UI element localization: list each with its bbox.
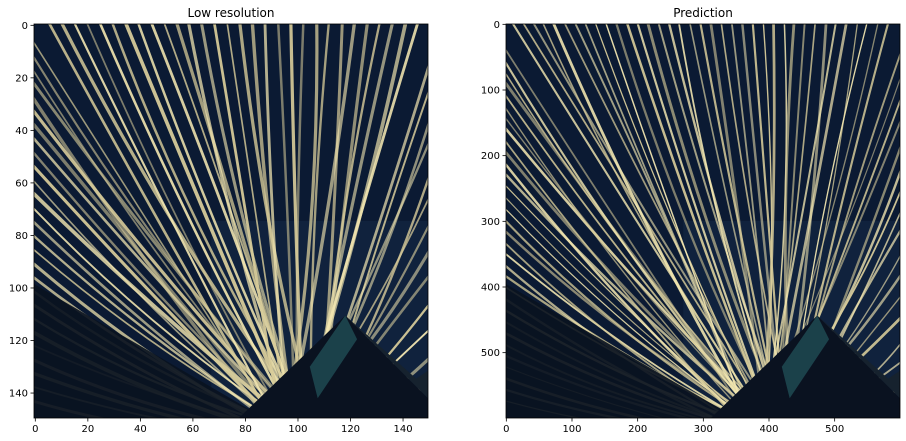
x-tick-label: 100 [562,424,581,435]
cable-strand [552,24,753,418]
cable-strand [506,107,750,418]
y-tick-label: 100 [9,283,28,294]
x-tick-label: 300 [694,424,713,435]
foreground-beam [506,284,723,418]
tower-edge [817,315,900,399]
panel-title: Prediction [673,6,733,20]
y-tick-label: 100 [481,85,500,96]
cable-strand [506,140,737,418]
tower-edge [345,315,428,399]
y-tick-label: 140 [9,389,28,400]
tower-highlight [781,315,830,399]
foreground-beam [34,284,251,418]
y-tick-label: 300 [481,217,500,228]
cable-strand [34,96,270,418]
axes-frame [33,23,429,419]
cable-strand [605,24,749,418]
panel-low-resolution: Low resolution 0 20 40 60 80 100 120 140 0 20 40 60… [9,6,429,435]
x-tick-label: 80 [239,424,252,435]
cable-strand [506,162,742,418]
x-tick-label: 40 [134,424,147,435]
y-tick-label: 40 [15,126,28,137]
y-tick-label: 0 [22,21,28,32]
x-tick-label: 100 [288,424,307,435]
y-tick-label: 120 [9,336,28,347]
panel-title: Low resolution [187,6,274,20]
x-tick-label: 20 [81,424,94,435]
y-tick-label: 0 [494,20,500,31]
x-tick-label: 200 [628,424,647,435]
cable-strand [506,48,750,418]
cable-strand [34,69,287,418]
y-tick-label: 200 [481,151,500,162]
panel-prediction: Prediction 0 100 200 300 400 500 0 100 200 300 400… [481,6,901,435]
y-tick-label: 400 [481,282,500,293]
x-tick-label: 140 [393,424,412,435]
cable-strand [506,61,758,418]
x-tick-label: 400 [759,424,778,435]
low-resolution-image [34,24,428,418]
prediction-image [506,24,900,418]
x-tick-label: 0 [32,424,38,435]
cable-strand [86,24,284,418]
y-tick-label: 20 [15,73,28,84]
x-tick-label: 0 [503,424,509,435]
x-tick-label: 500 [825,424,844,435]
x-tick-label: 120 [341,424,360,435]
y-tick-label: 80 [15,231,28,242]
cable-strand [542,24,765,418]
tower-highlight [309,315,358,399]
cable-strand [584,24,755,418]
cable-strand [48,24,273,418]
axis-ticks: 0 20 40 60 80 100 120 140 0 20 40 60 80 100 120 140 [9,21,413,435]
cable-strand [73,24,276,418]
y-tick-label: 60 [15,178,28,189]
y-tick-label: 500 [481,348,500,359]
x-tick-label: 60 [187,424,200,435]
axis-ticks: 0 100 200 300 400 500 0 100 200 300 400 500 [481,20,844,435]
